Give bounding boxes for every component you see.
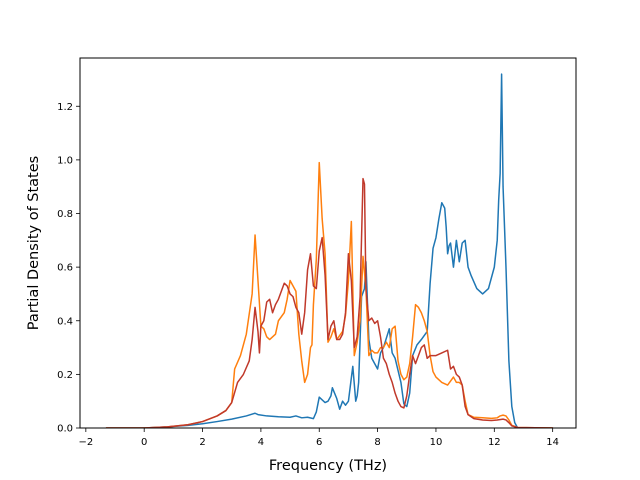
x-tick-label: 14 bbox=[546, 437, 559, 448]
y-axis-label: Partial Density of States bbox=[26, 156, 42, 330]
x-axis-ticks: −2 0 2 4 6 8 10 12 14 bbox=[78, 428, 559, 448]
series-line-3 bbox=[105, 177, 554, 428]
y-tick-label: 0.6 bbox=[57, 263, 73, 274]
x-tick-label: 8 bbox=[374, 437, 380, 448]
y-tick-label: 0.2 bbox=[57, 370, 73, 381]
x-tick-label: 0 bbox=[141, 437, 147, 448]
x-axis-label: Frequency (THz) bbox=[269, 458, 387, 474]
x-tick-label: 2 bbox=[199, 437, 205, 448]
x-tick-label: 6 bbox=[316, 437, 322, 448]
x-tick-label: 4 bbox=[258, 437, 264, 448]
x-tick-label: 12 bbox=[488, 437, 501, 448]
y-tick-label: 1.0 bbox=[57, 155, 73, 166]
y-tick-label: 0.0 bbox=[57, 424, 73, 435]
series-line-1 bbox=[105, 73, 554, 428]
y-axis-ticks: 0.0 0.2 0.4 0.6 0.8 1.0 1.2 bbox=[57, 102, 80, 435]
x-tick-label: −2 bbox=[78, 437, 93, 448]
series-layer bbox=[105, 73, 554, 428]
y-tick-label: 0.4 bbox=[57, 316, 73, 327]
y-tick-label: 1.2 bbox=[57, 102, 73, 113]
plot-frame bbox=[79, 57, 577, 429]
y-tick-label: 0.8 bbox=[57, 209, 73, 220]
series-line-2 bbox=[105, 161, 554, 428]
x-tick-label: 10 bbox=[430, 437, 443, 448]
